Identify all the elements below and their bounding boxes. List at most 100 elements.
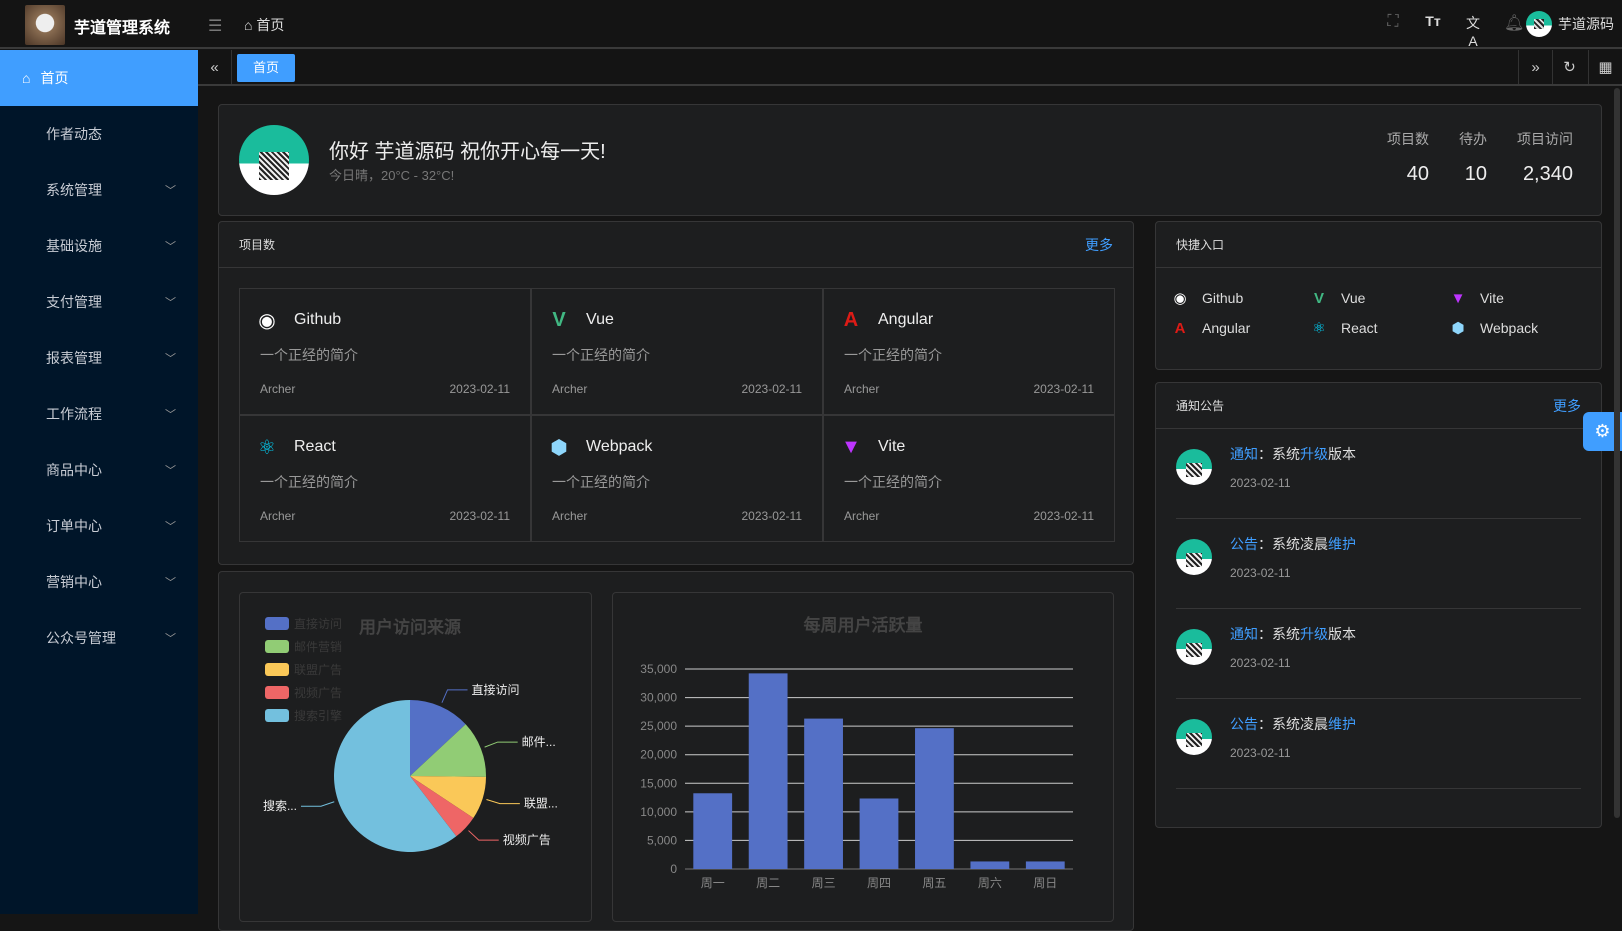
react-icon: ⚛ bbox=[1312, 320, 1326, 337]
bar[interactable] bbox=[970, 861, 1010, 869]
sidebar-item[interactable]: 系统管理 ﹀ bbox=[0, 162, 198, 218]
notices-title: 通知公告 bbox=[1176, 399, 1225, 413]
pie-slice[interactable] bbox=[410, 700, 466, 776]
pie-chart: 用户访问来源直接访问邮件营销联盟广告视频广告搜索引擎直接访问邮件...联盟...… bbox=[263, 616, 558, 852]
legend-label[interactable]: 搜索引擎 bbox=[294, 708, 342, 723]
shortcut-item[interactable]: A Angular bbox=[1170, 318, 1309, 338]
y-tick-label: 5,000 bbox=[647, 833, 677, 847]
notice-title[interactable]: 公告：系统凌晨维护 bbox=[1230, 716, 1356, 732]
sidebar-item[interactable]: 报表管理 ﹀ bbox=[0, 330, 198, 386]
react-icon: ⚛ bbox=[258, 436, 276, 459]
bar[interactable] bbox=[1025, 861, 1065, 869]
pie-slice[interactable] bbox=[334, 700, 457, 852]
notice-title[interactable]: 公告：系统凌晨维护 bbox=[1230, 536, 1356, 552]
translate-icon[interactable]: 文A bbox=[1466, 15, 1480, 49]
sidebar-item[interactable]: 公众号管理 ﹀ bbox=[0, 610, 198, 666]
project-date: 2023-02-11 bbox=[1033, 509, 1095, 523]
bar[interactable] bbox=[693, 793, 733, 869]
sidebar-item[interactable]: ⌂ 首页 bbox=[0, 50, 198, 106]
sidebar-item[interactable]: 支付管理 ﹀ bbox=[0, 274, 198, 330]
legend-swatch[interactable] bbox=[265, 640, 289, 653]
pie-slice[interactable] bbox=[410, 776, 474, 837]
sidebar-item-label: 系统管理 bbox=[46, 182, 102, 198]
shortcut-item[interactable]: ⬢ Webpack bbox=[1448, 318, 1587, 338]
x-tick-label: 周三 bbox=[812, 876, 836, 890]
page-scrollbar[interactable] bbox=[1614, 88, 1620, 818]
legend-label[interactable]: 联盟广告 bbox=[294, 663, 342, 677]
project-card[interactable]: ▼ Vite 一个正经的简介 Archer 2023-02-11 bbox=[823, 415, 1115, 542]
fullscreen-icon[interactable]: ⛶ bbox=[1387, 13, 1399, 30]
bar[interactable] bbox=[748, 673, 788, 869]
pie-slice[interactable] bbox=[410, 724, 486, 777]
legend-swatch[interactable] bbox=[265, 617, 289, 630]
shortcut-item[interactable]: ▼ Vite bbox=[1448, 288, 1587, 308]
bar-chart-card: 每周用户活跃量 0 5,000 10,000 15,000 20,000 25,000 30,… bbox=[612, 592, 1114, 922]
sidebar-item-label: 工作流程 bbox=[46, 406, 102, 422]
bell-icon[interactable]: 🔔︎ bbox=[1504, 15, 1525, 32]
user-menu[interactable]: 芋道源码 bbox=[1526, 11, 1614, 37]
project-desc: 一个正经的简介 bbox=[552, 474, 650, 490]
shortcut-label: React bbox=[1341, 320, 1378, 336]
sidebar-item[interactable]: 营销中心 ﹀ bbox=[0, 554, 198, 610]
legend-label[interactable]: 邮件营销 bbox=[294, 640, 342, 654]
project-name: React bbox=[294, 438, 336, 455]
project-card[interactable]: V Vue 一个正经的简介 Archer 2023-02-11 bbox=[531, 288, 823, 415]
scroll-right-icon[interactable]: » bbox=[1518, 50, 1552, 84]
notice-item[interactable]: 公告：系统凌晨维护 2023-02-11 bbox=[1176, 519, 1581, 609]
sidebar-item[interactable]: 基础设施 ﹀ bbox=[0, 218, 198, 274]
legend-swatch[interactable] bbox=[265, 663, 289, 676]
notice-title[interactable]: 通知：系统升级版本 bbox=[1230, 626, 1356, 642]
scroll-left-icon[interactable]: « bbox=[198, 50, 232, 84]
sidebar-item[interactable]: 工作流程 ﹀ bbox=[0, 386, 198, 442]
charts-panel: 用户访问来源 直接访问 邮件营销 联盟广告 视频广告 搜索引擎 直接访问 邮件... 联盟...… bbox=[218, 571, 1134, 931]
project-card[interactable]: A Angular 一个正经的简介 Archer 2023-02-11 bbox=[823, 288, 1115, 415]
notices-more-link[interactable]: 更多 bbox=[1553, 397, 1581, 414]
breadcrumb[interactable]: ⌂ 首页 bbox=[244, 15, 284, 35]
project-name: Vue bbox=[586, 311, 614, 328]
top-header: 芋道管理系统 ☰ ⌂ 首页 ⛶ Tт 文A 🔔︎ 芋道源码 bbox=[0, 0, 1622, 49]
sidebar-item[interactable]: 商品中心 ﹀ bbox=[0, 442, 198, 498]
bar[interactable] bbox=[859, 798, 899, 869]
chevron-down-icon: ﹀ bbox=[165, 241, 176, 253]
notice-item[interactable]: 通知：系统升级版本 2023-02-11 bbox=[1176, 609, 1581, 699]
pie-slice[interactable] bbox=[410, 776, 486, 818]
project-author: Archer bbox=[260, 509, 296, 523]
shortcut-item[interactable]: ◉ Github bbox=[1170, 288, 1309, 308]
legend-swatch[interactable] bbox=[265, 709, 289, 722]
project-card[interactable]: ⚛ React 一个正经的简介 Archer 2023-02-11 bbox=[239, 415, 531, 542]
bar[interactable] bbox=[804, 718, 843, 869]
shortcut-item[interactable]: ⚛ React bbox=[1309, 318, 1448, 338]
sidebar: ⌂ 首页 作者动态 系统管理 ﹀ 基础设施 ﹀ 支付管理 ﹀ 报表管理 ﹀ 工作流程 ﹀ 商品中心 ﹀ 订单中… bbox=[0, 50, 198, 914]
shortcuts-panel: 快捷入口 ◉ Github V Vue ▼ Vite A Angular ⚛ React ⬢ Webp… bbox=[1155, 221, 1602, 370]
x-tick-label: 周一 bbox=[701, 876, 725, 890]
notice-item[interactable]: 通知：系统升级版本 2023-02-11 bbox=[1176, 429, 1581, 519]
sidebar-item[interactable]: 作者动态 bbox=[0, 106, 198, 162]
shortcut-item[interactable]: V Vue bbox=[1309, 288, 1448, 308]
pie-label: 联盟... bbox=[524, 797, 558, 811]
bar[interactable] bbox=[915, 728, 954, 869]
project-name: Webpack bbox=[586, 438, 653, 455]
project-card[interactable]: ⬢ Webpack 一个正经的简介 Archer 2023-02-11 bbox=[531, 415, 823, 542]
x-tick-label: 周二 bbox=[756, 876, 780, 890]
project-author: Archer bbox=[844, 382, 880, 396]
sidebar-item[interactable]: 订单中心 ﹀ bbox=[0, 498, 198, 554]
refresh-icon[interactable]: ↻ bbox=[1552, 50, 1586, 84]
projects-more-link[interactable]: 更多 bbox=[1085, 236, 1113, 253]
notice-avatar bbox=[1176, 719, 1212, 755]
font-size-icon[interactable]: Tт bbox=[1425, 13, 1441, 29]
sidebar-item-label: 营销中心 bbox=[46, 574, 102, 590]
legend-swatch[interactable] bbox=[265, 686, 289, 699]
notice-item[interactable]: 公告：系统凌晨维护 2023-02-11 bbox=[1176, 699, 1581, 789]
project-author: Archer bbox=[552, 509, 588, 523]
grid-menu-icon[interactable]: ▦ bbox=[1588, 50, 1622, 84]
y-tick-label: 0 bbox=[670, 862, 677, 876]
greeting: 你好 芋道源码 祝你开心每一天! bbox=[329, 141, 606, 163]
tab-home[interactable]: 首页 bbox=[237, 54, 296, 82]
collapse-menu-icon[interactable]: ☰ bbox=[208, 18, 223, 35]
pie-label-line bbox=[468, 830, 499, 841]
legend-label[interactable]: 视频广告 bbox=[294, 685, 342, 700]
legend-label[interactable]: 直接访问 bbox=[294, 616, 342, 631]
project-date: 2023-02-11 bbox=[449, 382, 511, 396]
notice-title[interactable]: 通知：系统升级版本 bbox=[1230, 446, 1356, 462]
project-card[interactable]: ◉ Github 一个正经的简介 Archer 2023-02-11 bbox=[239, 288, 531, 415]
